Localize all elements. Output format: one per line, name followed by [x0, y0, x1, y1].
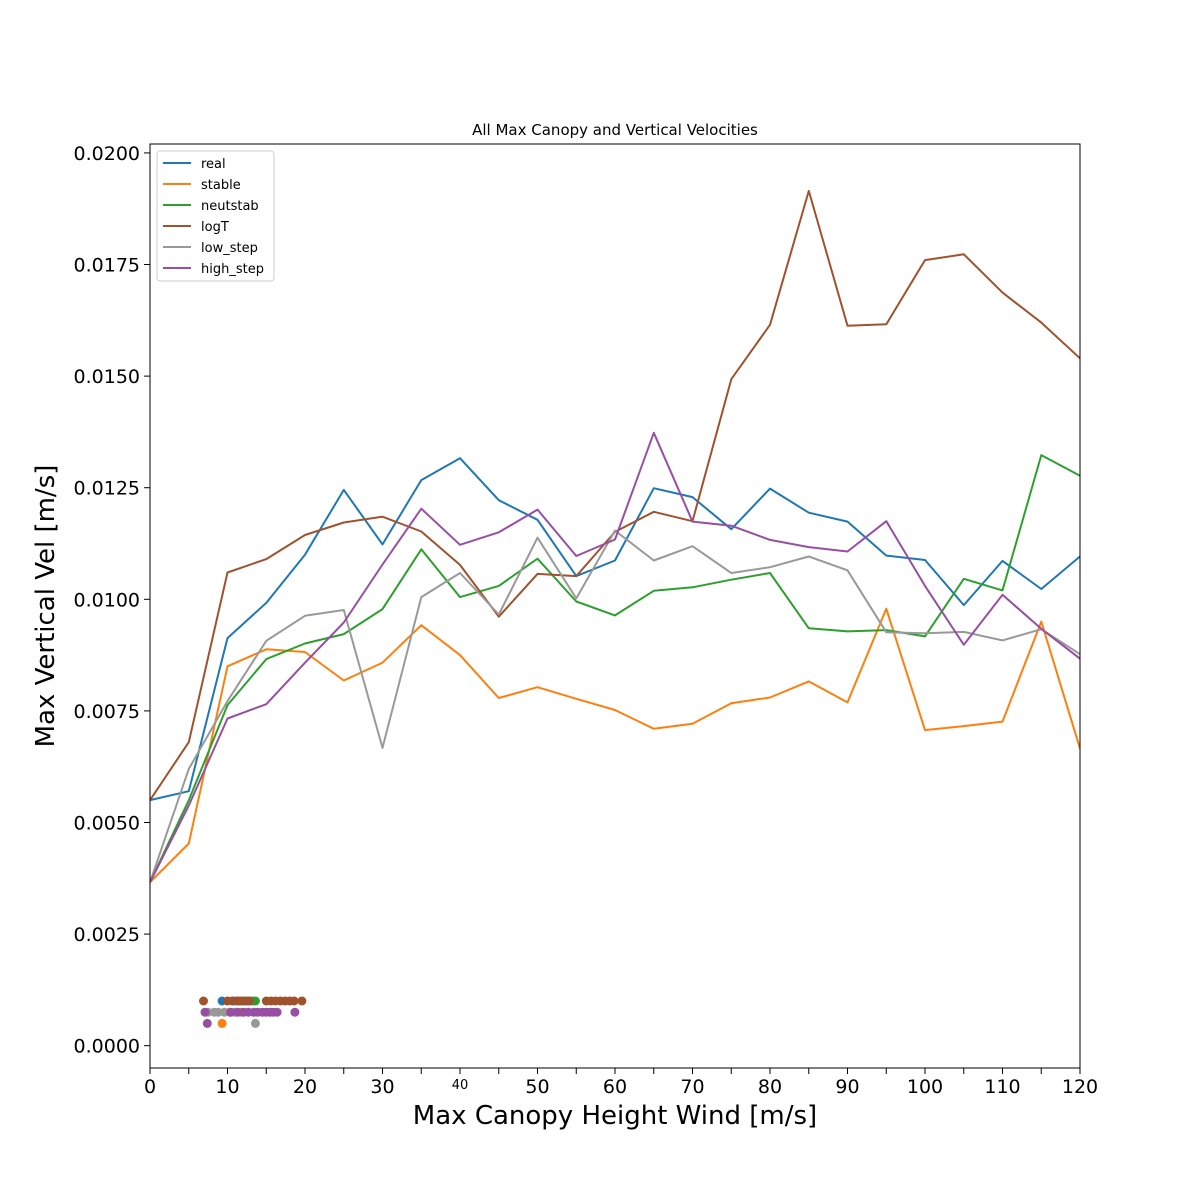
x-tick-label: 110 [984, 1076, 1020, 1098]
chart-title: All Max Canopy and Vertical Velocities [472, 121, 758, 139]
series-line-high_step [150, 431, 1080, 883]
legend-label-real: real [201, 157, 226, 172]
series-line-stable [150, 607, 1080, 884]
x-tick-label: 60 [603, 1076, 627, 1098]
x-tick-label: 100 [907, 1076, 943, 1098]
x-tick-label: 90 [835, 1076, 859, 1098]
y-tick-label: 0.0150 [74, 366, 140, 388]
scatter-point-high_step [272, 1007, 282, 1017]
x-tick-label: 40 [452, 1078, 469, 1093]
scatter-point-logT [199, 996, 208, 1006]
y-axis-label: Max Vertical Vel [m/s] [31, 465, 61, 748]
legend-label-logT: logT [201, 220, 229, 235]
plot-area: 0 10 20 30 40 50 60 70 80 90 100 110 120 0.0000 0.0025… [74, 143, 1099, 1098]
y-tick-label: 0.0125 [74, 478, 140, 500]
scatter-point-high_step [202, 1018, 212, 1028]
scatter-point-high_step [200, 1007, 210, 1017]
scatter-point-high_step [233, 1007, 243, 1017]
x-tick-label: 80 [758, 1076, 782, 1098]
x-axis-label: Max Canopy Height Wind [m/s] [413, 1101, 817, 1131]
scatter-point-low_step [213, 1007, 223, 1017]
x-tick-label: 120 [1062, 1076, 1098, 1098]
y-tick-label: 0.0075 [74, 701, 140, 723]
scatter-point-stable [217, 1018, 227, 1028]
series-line-neutstab [150, 454, 1080, 883]
x-tick-label: 20 [293, 1076, 317, 1098]
x-tick-label: 0 [144, 1076, 156, 1098]
y-tick-label: 0.0000 [74, 1036, 140, 1058]
x-tick-label: 10 [215, 1076, 239, 1098]
y-tick-label: 0.0025 [74, 924, 140, 946]
x-tick-label: 70 [680, 1076, 704, 1098]
series-line-real [150, 457, 1080, 802]
x-tick-label: 30 [370, 1076, 394, 1098]
y-tick-label: 0.0100 [74, 589, 140, 611]
scatter-point-logT [223, 996, 232, 1006]
scatter-point-neutstab [250, 996, 260, 1006]
series-line-low_step [150, 529, 1080, 883]
legend-label-high_step: high_step [201, 262, 264, 277]
scatter-point-high_step [290, 1007, 300, 1017]
scatter-point-low_step [250, 1018, 260, 1028]
y-tick-label: 0.0050 [74, 812, 140, 834]
scatter-point-logT [244, 996, 254, 1006]
legend-label-neutstab: neutstab [201, 199, 259, 214]
scatter-point-logT [297, 996, 307, 1006]
scatter-point-low_step [219, 1007, 229, 1017]
scatter-point-high_step [226, 1007, 236, 1017]
y-tick-label: 0.0200 [74, 143, 140, 165]
legend-label-low_step: low_step [201, 241, 258, 256]
scatter-point-logT [289, 996, 299, 1006]
y-tick-label: 0.0175 [74, 255, 140, 277]
x-tick-label: 50 [525, 1076, 549, 1098]
legend-label-stable: stable [201, 178, 241, 193]
